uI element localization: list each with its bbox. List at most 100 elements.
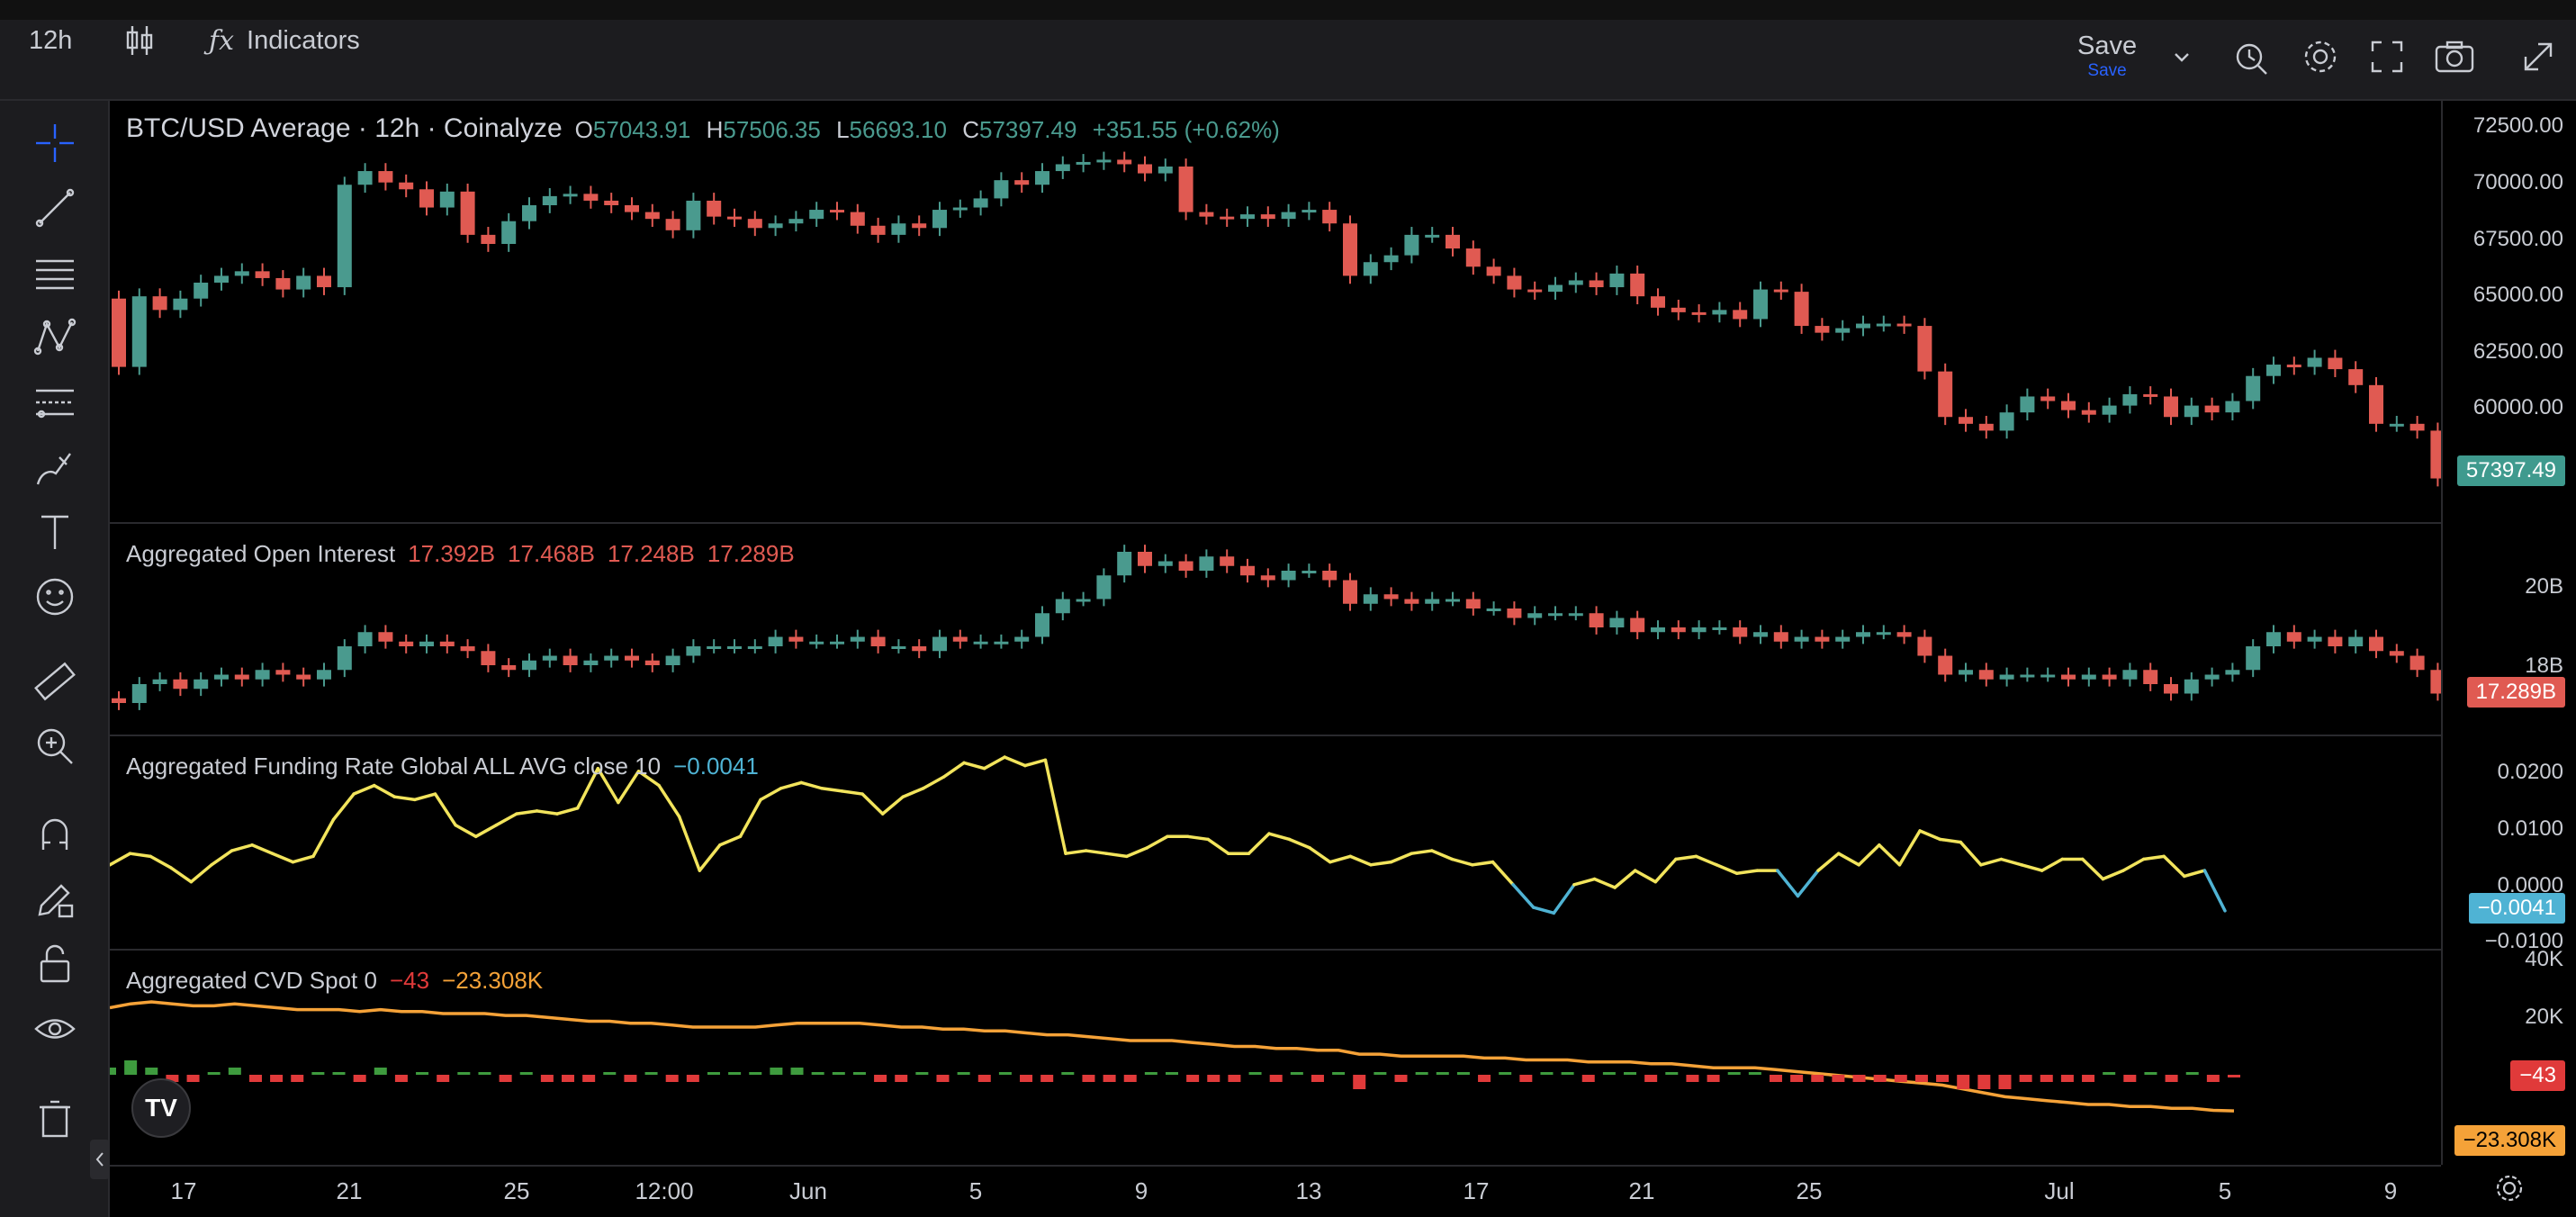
trend-line-tool[interactable] <box>27 180 83 236</box>
save-dropdown-button[interactable] <box>2171 36 2193 77</box>
fullscreen-button[interactable] <box>2369 36 2405 77</box>
oi-candle <box>1446 599 1460 602</box>
indicators-button[interactable]: ƒx Indicators <box>209 20 360 61</box>
cvd-delta-bar <box>1624 1072 1637 1075</box>
oi-candle <box>296 674 311 680</box>
screenshot-button[interactable] <box>2434 36 2475 77</box>
price-candle <box>2389 423 2404 427</box>
price-candle <box>1322 210 1338 224</box>
cvd-delta-bar <box>1040 1075 1054 1082</box>
cvd-delta-bar <box>1144 1072 1157 1075</box>
price-candle <box>275 277 291 290</box>
oi-candle <box>481 651 496 665</box>
pane-separator[interactable] <box>110 949 2576 951</box>
funding-line-segment <box>433 792 457 827</box>
visibility-tool[interactable] <box>27 1001 83 1057</box>
price-candle <box>747 219 762 229</box>
funding-line-segment <box>677 815 702 872</box>
oi-candle <box>2040 674 2056 678</box>
cvd-delta-bar <box>977 1075 991 1082</box>
funding-line-segment <box>1715 863 1739 875</box>
pattern-icon <box>33 318 77 356</box>
funding-line-segment <box>1329 854 1353 864</box>
pane-separator[interactable] <box>110 735 2576 736</box>
alert-clock-icon <box>2236 43 2267 75</box>
expand-button[interactable] <box>2520 36 2556 77</box>
chart-canvas[interactable] <box>110 101 2441 1165</box>
cvd-delta-bar <box>457 1072 471 1075</box>
price-candle <box>2286 365 2301 368</box>
interval-button[interactable]: 12h <box>29 20 72 61</box>
price-candle <box>399 182 414 190</box>
oi-title: Aggregated Open Interest <box>126 540 396 567</box>
time-axis[interactable]: 17 21 25 12:00 Jun 5 9 13 17 21 25 Jul 5… <box>110 1165 2441 1217</box>
close-label: C <box>962 116 979 143</box>
lock-tool[interactable] <box>27 936 83 992</box>
cvd-delta-bar <box>311 1072 325 1075</box>
price-candle <box>357 171 373 185</box>
horizontal-lines-tool[interactable] <box>27 245 83 301</box>
price-candle <box>1302 210 1317 213</box>
brush-tool[interactable] <box>27 439 83 495</box>
chart-settings-button[interactable] <box>2493 1172 2526 1209</box>
funding-line-segment <box>1450 857 1474 867</box>
price-candle <box>1117 159 1132 165</box>
funding-line-segment <box>1531 906 1556 915</box>
price-candle <box>194 283 209 299</box>
pattern-tool[interactable] <box>27 310 83 365</box>
price-candle <box>1938 371 1953 418</box>
cvd-delta-bar <box>519 1072 533 1075</box>
zoom-tool[interactable] <box>27 718 83 774</box>
funding-line-segment <box>1918 829 1942 842</box>
funding-line-segment <box>1552 883 1576 915</box>
tradingview-logo[interactable]: TV <box>131 1078 191 1138</box>
funding-line-segment <box>1206 837 1230 855</box>
funding-line-segment <box>555 807 580 816</box>
price-candle <box>1691 311 1707 315</box>
low-label: L <box>836 116 850 143</box>
oi-candle <box>2409 655 2425 671</box>
funding-line-segment <box>149 854 173 870</box>
cvd-delta-bar <box>1998 1075 2012 1089</box>
emoji-tool[interactable] <box>27 569 83 625</box>
oi-candle <box>644 660 660 665</box>
save-button[interactable]: Save Save <box>2077 27 2137 85</box>
collapse-sidebar-button[interactable] <box>90 1140 110 1179</box>
price-candle <box>1055 164 1070 172</box>
crosshair-tool[interactable] <box>27 115 83 171</box>
last-price-tag: 57397.49 <box>2456 455 2565 486</box>
delete-tool[interactable] <box>27 1091 83 1147</box>
alert-button[interactable] <box>2232 36 2272 77</box>
cvd-delta-bar <box>1727 1072 1741 1075</box>
candle-type-button[interactable] <box>124 20 155 61</box>
oi-candle <box>604 655 619 661</box>
funding-line-segment <box>1104 852 1129 859</box>
funding-line-segment <box>657 783 681 818</box>
funding-line-segment <box>982 755 1006 771</box>
cvd-delta-bar <box>478 1072 491 1075</box>
gear-icon <box>2304 41 2337 73</box>
fib-tool[interactable] <box>27 374 83 430</box>
funding-line-segment <box>230 843 254 852</box>
price-candle <box>234 271 249 276</box>
stay-drawing-tool[interactable] <box>27 871 83 927</box>
oi-candle <box>1651 627 1665 633</box>
ruler-tool[interactable] <box>27 654 83 709</box>
funding-line-segment <box>718 834 743 847</box>
pane-separator[interactable] <box>110 522 2576 524</box>
oi-candle <box>1691 627 1707 633</box>
oi-candle <box>1363 594 1378 604</box>
save-sublabel: Save <box>2087 60 2127 80</box>
settings-button[interactable] <box>2301 36 2340 77</box>
oi-candle <box>625 655 639 661</box>
time-tick: Jul <box>2044 1177 2075 1204</box>
magnet-tool[interactable] <box>27 807 83 862</box>
text-tool[interactable] <box>27 504 83 560</box>
funding-line-segment <box>473 823 499 839</box>
cvd-delta-bar <box>915 1072 929 1075</box>
cvd-title: Aggregated CVD Spot 0 <box>126 967 377 994</box>
price-axis[interactable]: 72500.00 70000.00 67500.00 65000.00 6250… <box>2441 101 2576 1165</box>
cvd-delta-bar <box>499 1075 512 1082</box>
cvd-delta-bar <box>749 1072 762 1075</box>
chevron-left-icon <box>95 1152 104 1167</box>
